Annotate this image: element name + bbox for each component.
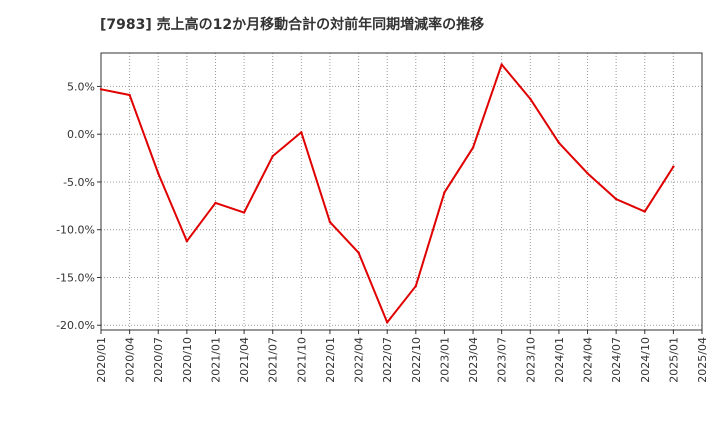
data-point: [271, 154, 274, 158]
data-point: [500, 63, 503, 66]
x-tick-label: 2022/10: [410, 337, 423, 383]
data-point: [385, 321, 389, 324]
x-tick-label: 2024/07: [610, 337, 623, 383]
x-tick-label: 2022/01: [324, 337, 337, 383]
x-tick-label: 2022/04: [353, 337, 366, 383]
x-tick-label: 2020/04: [124, 337, 137, 383]
x-tick-label: 2024/04: [582, 337, 595, 383]
data-point: [214, 201, 217, 205]
series-line: [100, 63, 675, 324]
x-tick-label: 2021/04: [238, 337, 251, 383]
y-tick-label: -15.0%: [56, 271, 95, 284]
data-point: [242, 211, 246, 214]
x-tick-label: 2020/10: [181, 337, 194, 383]
data-point: [614, 197, 618, 201]
y-tick-label: -10.0%: [56, 224, 95, 237]
plot-frame: [100, 52, 703, 331]
y-tick-label: 0.0%: [67, 128, 95, 141]
x-tick-label: 2024/10: [639, 337, 652, 383]
data-point: [443, 191, 446, 194]
x-tick-label: 2020/01: [95, 337, 108, 383]
data-point: [128, 93, 131, 97]
data-point: [328, 220, 332, 224]
y-tick-label: 5.0%: [67, 80, 95, 93]
x-tick-label: 2022/07: [381, 337, 394, 383]
data-point: [157, 172, 160, 175]
x-tick-label: 2021/07: [267, 337, 280, 383]
data-point: [99, 88, 103, 91]
data-point: [414, 284, 418, 288]
data-point: [557, 141, 561, 144]
x-tick-label: 2021/01: [209, 337, 222, 383]
y-tick-label: -5.0%: [63, 176, 95, 189]
x-tick-label: 2023/04: [467, 337, 480, 383]
data-point: [300, 131, 303, 134]
x-tick-label: 2024/01: [553, 337, 566, 383]
data-point: [529, 97, 532, 101]
data-point: [586, 172, 589, 175]
chart-title: [7983] 売上高の12か月移動合計の対前年同期増減率の推移: [100, 17, 485, 33]
x-tick-label: 2023/10: [524, 337, 537, 383]
data-point: [471, 146, 475, 149]
data-point: [185, 239, 189, 243]
x-tick-label: 2023/01: [438, 337, 451, 383]
x-tick-label: 2020/07: [152, 337, 165, 383]
x-tick-label: 2025/04: [696, 337, 709, 383]
data-point: [643, 210, 646, 213]
x-tick-label: 2023/07: [496, 337, 509, 383]
y-tick-label: -20.0%: [56, 319, 95, 332]
x-tick-label: 2025/01: [667, 337, 680, 383]
data-point: [672, 165, 675, 168]
x-tick-label: 2021/10: [295, 337, 308, 383]
data-point: [357, 251, 360, 254]
